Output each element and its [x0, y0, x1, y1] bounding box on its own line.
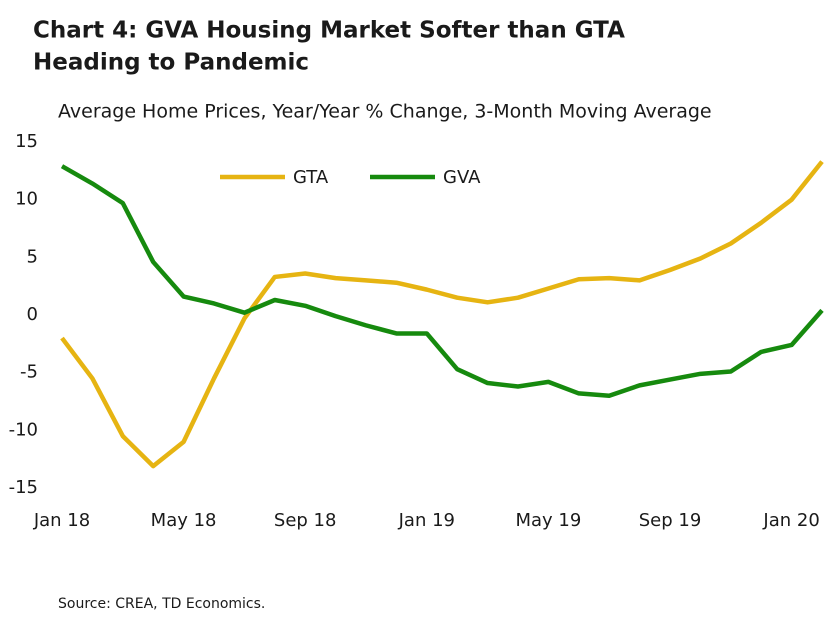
y-tick-label: 0: [27, 304, 38, 325]
chart-title: Chart 4: GVA Housing Market Softer than …: [33, 18, 625, 44]
x-tick-label: Sep 18: [274, 510, 337, 531]
y-tick-label: 5: [27, 246, 38, 267]
legend-label: GTA: [293, 167, 329, 188]
y-tick-label: 10: [15, 189, 38, 210]
chart-subtitle: Average Home Prices, Year/Year % Change,…: [58, 101, 712, 123]
x-tick-label: Sep 19: [639, 510, 702, 531]
series-line: [60, 160, 824, 469]
x-tick-label: May 19: [515, 510, 581, 531]
x-tick-label: May 18: [151, 510, 217, 531]
y-tick-label: -5: [20, 362, 38, 383]
legend-label: GVA: [443, 167, 481, 188]
y-tick-label: -10: [9, 419, 38, 440]
y-tick-label: 15: [15, 131, 38, 152]
chart-title: Heading to Pandemic: [33, 50, 309, 76]
x-tick-label: Jan 20: [762, 510, 819, 531]
y-tick-label: -15: [9, 477, 38, 498]
x-tick-label: Jan 19: [398, 510, 455, 531]
series-line: [60, 164, 824, 398]
source: Source: CREA, TD Economics.: [58, 596, 265, 612]
x-tick-label: Jan 18: [33, 510, 90, 531]
